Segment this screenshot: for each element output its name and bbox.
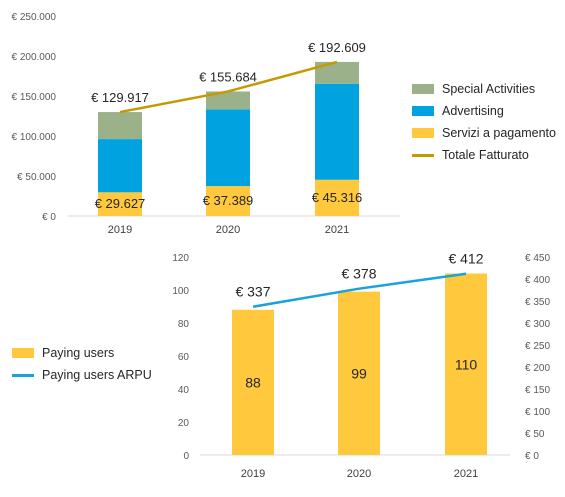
revenue-bar-servizi-a-pagamento <box>98 192 142 216</box>
revenue-legend: Special Activities Advertising Servizi a… <box>412 78 556 166</box>
legend-swatch-special-activities <box>412 84 434 94</box>
revenue-y-tick: € 50.000 <box>17 172 56 183</box>
users-x-tick: 2021 <box>454 468 478 480</box>
revenue-bar-advertising <box>315 83 359 180</box>
revenue-bar-advertising <box>206 109 250 187</box>
paying-users-data-label: 88 <box>245 374 261 390</box>
users-x-tick: 2020 <box>347 468 371 480</box>
paying-users-bar <box>338 291 380 455</box>
users-legend: Paying users Paying users ARPU <box>12 342 152 386</box>
revenue-y-tick: € 200.000 <box>12 52 57 63</box>
revenue-bar-special-activities <box>206 91 250 110</box>
revenue-x-tick: 2019 <box>108 224 132 236</box>
users-y2-tick: € 350 <box>525 297 550 308</box>
users-y-tick: 80 <box>178 319 190 330</box>
revenue-y-tick: € 250.000 <box>12 12 57 23</box>
revenue-bar-servizi-a-pagamento <box>315 179 359 216</box>
users-y-tick: 60 <box>178 352 190 363</box>
servizi-data-label: € 45.316 <box>312 190 363 205</box>
totale-data-label: € 192.609 <box>308 40 366 55</box>
revenue-bar-advertising <box>98 139 142 193</box>
revenue-x-tick: 2020 <box>216 224 240 236</box>
legend-label-totale: Totale Fatturato <box>442 148 529 162</box>
legend-label-arpu: Paying users ARPU <box>42 368 152 382</box>
users-y2-tick: € 250 <box>525 341 550 352</box>
users-y2-tick: € 150 <box>525 385 550 396</box>
paying-users-bar <box>232 309 274 455</box>
users-y-tick: 40 <box>178 385 190 396</box>
paying-users-data-label: 110 <box>455 356 478 372</box>
users-y-tick: 20 <box>178 418 190 429</box>
arpu-line <box>252 272 467 308</box>
legend-swatch-arpu <box>12 373 34 377</box>
legend-item-special-activities: Special Activities <box>412 78 556 100</box>
users-y2-tick: € 50 <box>525 429 545 440</box>
legend-item-arpu: Paying users ARPU <box>12 364 152 386</box>
revenue-bar-servizi-a-pagamento <box>206 186 250 216</box>
legend-label-advertising: Advertising <box>442 104 504 118</box>
users-x-tick: 2019 <box>241 468 265 480</box>
legend-swatch-advertising <box>412 106 434 116</box>
arpu-data-label: € 378 <box>341 266 376 282</box>
legend-item-totale: Totale Fatturato <box>412 144 556 166</box>
legend-label-servizi: Servizi a pagamento <box>442 126 556 140</box>
users-y-tick: 0 <box>183 451 189 462</box>
legend-item-paying-users: Paying users <box>12 342 152 364</box>
totale-data-label: € 155.684 <box>199 69 257 84</box>
users-y2-tick: € 450 <box>525 253 550 264</box>
users-y2-tick: € 300 <box>525 319 550 330</box>
users-y2-tick: € 100 <box>525 407 550 418</box>
users-y-tick: 120 <box>172 253 189 264</box>
users-y2-tick: € 0 <box>525 451 539 462</box>
users-y2-tick: € 400 <box>525 275 550 286</box>
revenue-y-tick: € 150.000 <box>12 92 57 103</box>
revenue-y-tick: € 0 <box>42 212 56 223</box>
legend-swatch-totale <box>412 153 434 157</box>
servizi-data-label: € 29.627 <box>95 196 146 211</box>
totale-data-label: € 129.917 <box>91 90 149 105</box>
users-y2-tick: € 200 <box>525 363 550 374</box>
revenue-bar-special-activities <box>98 112 142 140</box>
revenue-x-tick: 2021 <box>325 224 349 236</box>
legend-label-paying-users: Paying users <box>42 346 115 360</box>
totale-fatturato-line <box>119 60 338 114</box>
arpu-data-label: € 337 <box>235 284 270 300</box>
revenue-y-tick: € 100.000 <box>12 132 57 143</box>
servizi-data-label: € 37.389 <box>203 193 254 208</box>
legend-swatch-paying-users <box>12 348 34 358</box>
arpu-data-label: € 412 <box>448 251 483 267</box>
paying-users-bar <box>445 273 487 455</box>
revenue-bar-special-activities <box>315 61 359 84</box>
legend-swatch-servizi <box>412 128 434 138</box>
users-y-tick: 100 <box>172 286 189 297</box>
legend-item-advertising: Advertising <box>412 100 556 122</box>
paying-users-data-label: 99 <box>351 365 367 381</box>
legend-label-special-activities: Special Activities <box>442 82 536 96</box>
legend-item-servizi: Servizi a pagamento <box>412 122 556 144</box>
